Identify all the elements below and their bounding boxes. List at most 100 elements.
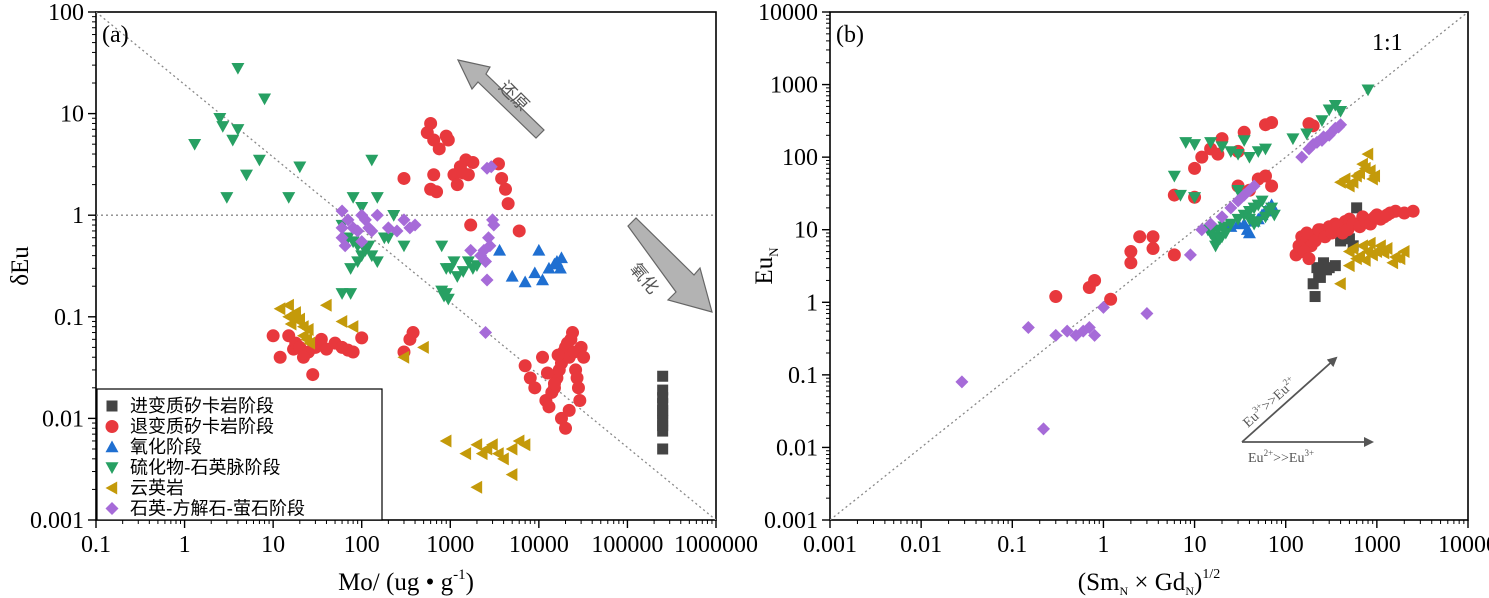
data-point [1265, 116, 1279, 130]
data-point [341, 213, 355, 227]
data-point [1258, 169, 1272, 183]
data-point [464, 243, 478, 257]
y-tick-label: 100 [782, 145, 818, 171]
data-point [470, 480, 483, 494]
legend-marker [105, 420, 119, 433]
data-point [1215, 141, 1229, 154]
data-points [188, 62, 669, 494]
x-tick-label: 0.1 [81, 532, 111, 558]
data-point [1188, 161, 1202, 175]
data-point [523, 371, 537, 385]
data-point [1265, 179, 1279, 193]
data-point [1088, 328, 1102, 342]
reference-line-diagonal [830, 12, 1468, 520]
x-tick-label: 100000 [591, 532, 663, 558]
x-tick-label: 10000 [509, 532, 569, 558]
data-point [282, 192, 296, 204]
x-axis-label-text: Mo/ (ug • g [338, 569, 454, 596]
data-point [1300, 226, 1314, 240]
data-point [239, 169, 253, 182]
data-point [497, 452, 509, 466]
data-point [355, 235, 369, 249]
data-point [1309, 291, 1321, 303]
x-tick-label: 100 [344, 532, 380, 558]
data-point [505, 442, 518, 456]
data-point [477, 243, 491, 257]
data-point [1247, 179, 1261, 193]
data-point [370, 192, 384, 204]
data-point [406, 326, 420, 340]
data-point [1361, 84, 1375, 97]
data-point [1267, 209, 1281, 222]
x-tick-label: 0.1 [997, 532, 1027, 558]
legend-label: 进变质矽卡岩阶段 [130, 396, 274, 417]
arrow-oxidation-shape [627, 217, 713, 313]
ratio-text: Eu [1248, 451, 1264, 466]
data-point [554, 411, 568, 425]
ratio-text: >>Eu [1273, 451, 1304, 466]
x-axis-label-superscript: -1 [453, 567, 466, 583]
legend-marker [105, 481, 118, 495]
arrow-reduction-shape [456, 59, 545, 139]
legend-marker [105, 440, 119, 453]
data-point [430, 185, 444, 199]
y-tick-label: 1 [72, 203, 84, 229]
x-axis-label: (SmN × GdN)1/2 [1078, 567, 1220, 598]
data-point [1295, 150, 1309, 164]
data-point [493, 243, 507, 256]
data-point [1342, 259, 1355, 273]
data-point [566, 326, 580, 340]
data-point [1342, 179, 1355, 193]
arrow-eu2-label: Eu2+>>Eu3+ [1248, 448, 1314, 466]
axis-ticks: 0.001 0.01 0.1 1 10 100 1000 10000 0.001 0.01 0.1 1… [758, 0, 1489, 558]
data-point [1237, 188, 1251, 202]
x-tick-label: 1 [1097, 532, 1109, 558]
data-point [505, 269, 519, 282]
data-point [553, 261, 567, 274]
arrow-eu3-label: Eu3+>>Eu2+ [1239, 373, 1300, 431]
arrow-eu3-dominant [1241, 356, 1338, 443]
data-point [441, 293, 455, 306]
data-point [417, 340, 429, 354]
data-point [301, 322, 314, 336]
x-axis-label-text: ) [1194, 569, 1202, 596]
data-point [554, 251, 568, 264]
data-point [282, 298, 294, 312]
data-point [1380, 208, 1394, 222]
data-point [1302, 142, 1316, 156]
data-points [955, 84, 1420, 436]
data-point [1088, 273, 1102, 287]
data-point [536, 273, 550, 286]
x-tick-label: 1000 [1353, 532, 1401, 558]
data-point [335, 221, 349, 235]
data-point [273, 350, 287, 364]
data-point [1173, 189, 1187, 202]
x-axis-label: Mo/ (ug • g-1) [338, 567, 474, 596]
data-point [427, 168, 441, 182]
x-tick-label: 10 [1183, 532, 1207, 558]
legend-marker [105, 502, 119, 515]
data-point [518, 275, 532, 288]
legend-label: 氧化阶段 [130, 437, 202, 458]
data-point [551, 348, 565, 362]
y-tick-label: 1000 [770, 73, 818, 99]
data-point [1231, 213, 1245, 226]
series-6 [335, 160, 501, 340]
data-point [432, 142, 446, 156]
data-point [657, 408, 669, 420]
x-axis-label-subscript: N [1119, 584, 1128, 598]
x-axis-label-text: ) [466, 569, 474, 596]
data-point [464, 218, 478, 232]
data-point [498, 182, 512, 196]
data-point [528, 266, 542, 279]
data-point [536, 350, 550, 364]
data-point [450, 178, 464, 192]
data-point [314, 332, 328, 346]
y-tick-label: 10 [60, 102, 84, 128]
data-point [1195, 150, 1209, 164]
series-5 [273, 298, 531, 494]
data-point [1049, 290, 1063, 304]
data-point [1240, 223, 1254, 235]
